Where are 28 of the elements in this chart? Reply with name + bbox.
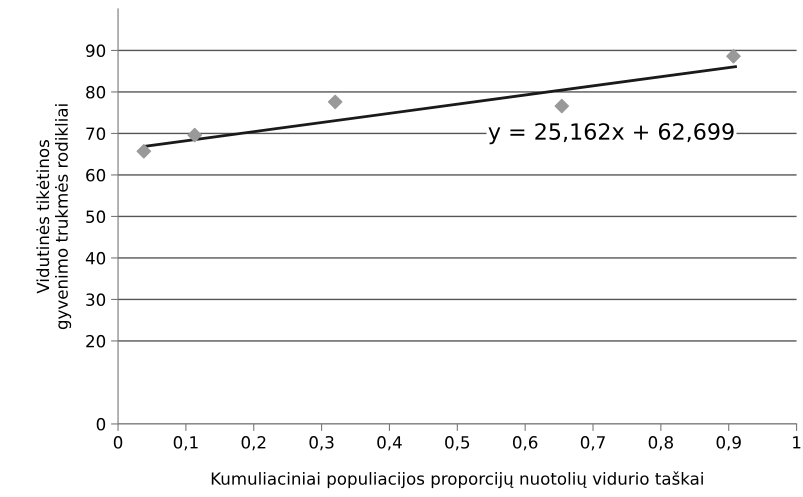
x-tick-label: 0,3 — [309, 436, 334, 450]
point — [136, 144, 152, 159]
y-tick-label: 40 — [86, 252, 106, 265]
point — [328, 94, 342, 110]
x-tick-label: 0,4 — [377, 436, 402, 450]
point — [726, 48, 741, 64]
y-tick-label: 20 — [86, 334, 106, 348]
annotation: y = 25,162x + 62,699 — [488, 123, 734, 144]
x-tick-label: 0 — [114, 436, 122, 449]
x-tick-label: 0,5 — [445, 436, 470, 450]
y-axis-title: Vidutinės tikėtinos gyvenimo trukmės rodikliai — [36, 104, 72, 330]
x-tick-label: 0,2 — [242, 436, 266, 450]
point — [554, 98, 570, 114]
point — [187, 128, 202, 142]
x-tick-label: 0,8 — [648, 436, 673, 450]
x-tick-label: 0,6 — [513, 436, 538, 450]
x-tick-label: 0,7 — [580, 436, 605, 450]
x-tick-label: 0,1 — [174, 436, 198, 450]
y-tick-label: 60 — [86, 168, 106, 182]
x-tick-label: 0,9 — [716, 436, 741, 450]
y-tick-label: 90 — [86, 44, 106, 58]
y-tick-label: 70 — [86, 127, 106, 140]
y-tick-label: 30 — [86, 293, 106, 306]
x-tick-label: 1 — [793, 436, 800, 448]
y-tick-label: 0 — [96, 418, 106, 431]
y-tick-label: 50 — [86, 210, 106, 224]
x-axis-title: Kumuliaciniai populiacijos proporcijų nuotolių vidurio taškai — [212, 471, 703, 488]
y-tick-label: 80 — [86, 86, 106, 99]
